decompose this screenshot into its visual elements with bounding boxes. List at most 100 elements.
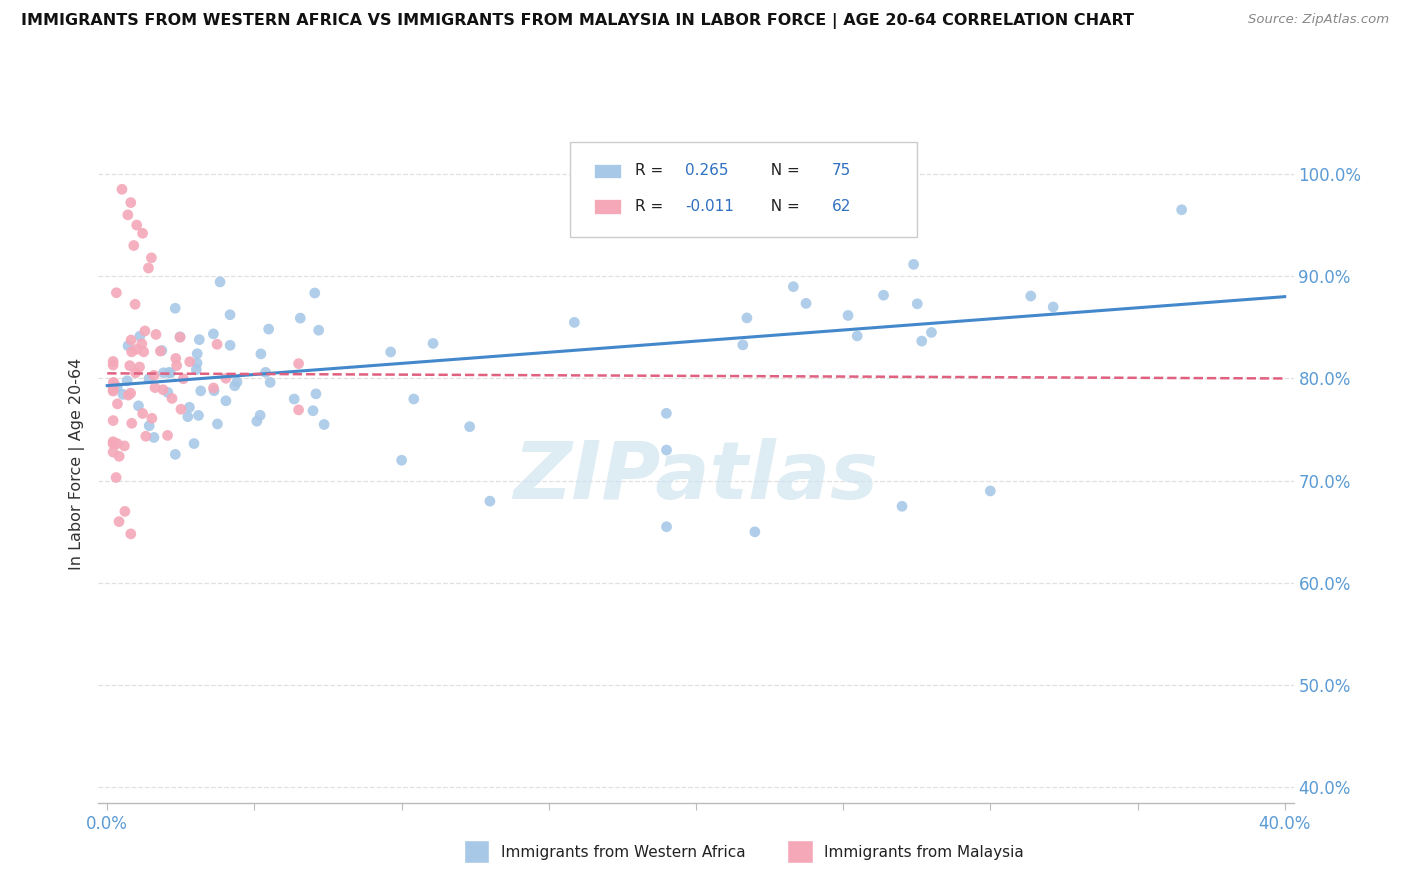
Point — [101, 380, 124, 394]
Point — [134, 324, 156, 338]
Point — [478, 494, 501, 508]
Point — [170, 402, 193, 417]
Point — [226, 375, 249, 389]
Point — [1042, 300, 1064, 314]
Point — [120, 527, 142, 541]
Point — [101, 445, 124, 459]
Point — [152, 383, 174, 397]
Point — [872, 288, 894, 302]
Point — [224, 378, 246, 392]
Point — [138, 418, 160, 433]
Point — [111, 387, 134, 401]
Point — [172, 372, 194, 386]
Point — [837, 309, 859, 323]
Point — [257, 322, 280, 336]
Point — [1019, 289, 1042, 303]
Point — [219, 308, 242, 322]
Point — [250, 347, 273, 361]
Text: Immigrants from Western Africa: Immigrants from Western Africa — [501, 846, 745, 860]
Point — [920, 326, 942, 340]
Point — [1170, 202, 1192, 217]
Point — [125, 343, 148, 357]
Point — [124, 366, 146, 380]
Point — [744, 524, 766, 539]
Point — [112, 439, 135, 453]
Point — [458, 419, 481, 434]
Text: ZIPatlas: ZIPatlas — [513, 438, 879, 516]
Point — [259, 376, 281, 390]
Bar — [595, 199, 620, 214]
Point — [141, 411, 163, 425]
Point — [308, 323, 330, 337]
Point — [166, 359, 188, 373]
Point — [305, 387, 328, 401]
Point — [186, 362, 208, 376]
Point — [202, 381, 225, 395]
Point — [157, 366, 180, 380]
Point — [891, 500, 914, 514]
Point — [128, 329, 150, 343]
Point — [122, 238, 145, 252]
Text: -0.011: -0.011 — [685, 199, 734, 214]
Point — [127, 399, 149, 413]
Point — [135, 429, 157, 443]
Point — [165, 301, 187, 316]
Point — [905, 297, 928, 311]
Point — [120, 386, 142, 401]
Point — [287, 357, 309, 371]
Point — [143, 368, 166, 383]
Point — [138, 260, 160, 275]
Point — [165, 447, 187, 461]
Point — [105, 380, 128, 394]
Point — [179, 401, 201, 415]
Point — [169, 330, 191, 344]
Point — [131, 407, 153, 421]
Point — [215, 393, 238, 408]
Point — [120, 333, 142, 347]
Point — [105, 436, 128, 450]
Point — [314, 417, 336, 432]
Point — [782, 279, 804, 293]
Point — [121, 344, 143, 359]
Point — [108, 450, 131, 464]
Point — [186, 356, 208, 370]
Point — [380, 345, 402, 359]
Point — [177, 409, 200, 424]
Point — [107, 397, 129, 411]
Text: N =: N = — [761, 163, 804, 178]
Point — [101, 413, 124, 427]
Point — [105, 285, 128, 300]
Point — [156, 428, 179, 442]
Point — [118, 359, 141, 373]
Point — [903, 257, 925, 271]
Point — [160, 392, 183, 406]
Point — [125, 218, 148, 232]
Point — [254, 365, 277, 379]
Text: R =: R = — [636, 163, 668, 178]
Point — [422, 336, 444, 351]
Point — [101, 436, 124, 450]
Point — [143, 381, 166, 395]
Point — [169, 330, 191, 344]
Text: 75: 75 — [832, 163, 852, 178]
Point — [101, 434, 124, 449]
Point — [101, 384, 124, 398]
Point — [108, 515, 131, 529]
Point — [150, 343, 173, 358]
Point — [731, 338, 754, 352]
Point — [179, 355, 201, 369]
Point — [131, 227, 153, 241]
Point — [101, 383, 124, 397]
Point — [120, 195, 142, 210]
Text: Source: ZipAtlas.com: Source: ZipAtlas.com — [1249, 13, 1389, 27]
Point — [911, 334, 934, 348]
Point — [564, 315, 586, 329]
Point — [202, 384, 225, 398]
Point — [159, 366, 181, 380]
Point — [391, 453, 413, 467]
Point — [124, 297, 146, 311]
Point — [655, 519, 678, 533]
Point — [287, 402, 309, 417]
Point — [402, 392, 425, 406]
Point — [219, 338, 242, 352]
